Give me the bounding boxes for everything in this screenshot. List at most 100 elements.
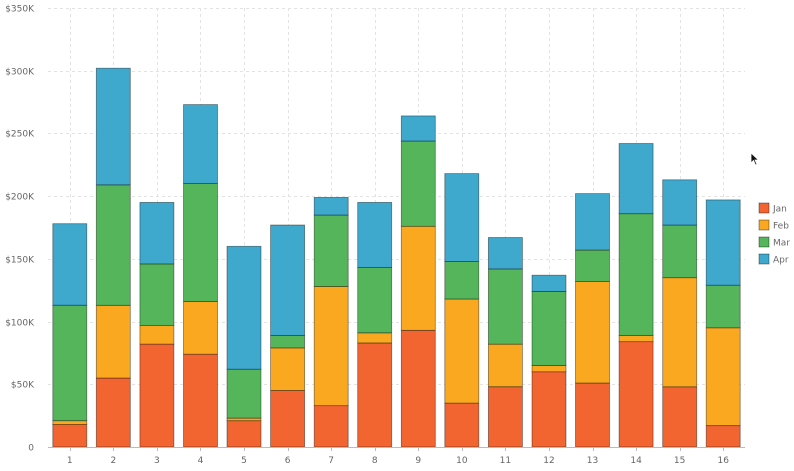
x-tick-label: 12: [543, 456, 554, 466]
bar-jan-15[interactable]: [662, 386, 698, 448]
bar-feb-14[interactable]: [618, 334, 654, 343]
bar-apr-1[interactable]: [52, 223, 88, 306]
bar-jan-13[interactable]: [575, 382, 610, 448]
bar-jan-10[interactable]: [444, 402, 480, 448]
x-tick-label: 13: [587, 456, 598, 466]
bar-mar-1[interactable]: [52, 304, 88, 422]
bar-jan-16[interactable]: [705, 425, 741, 448]
bar-jan-9[interactable]: [400, 329, 436, 448]
bar-feb-10[interactable]: [444, 298, 480, 404]
bar-feb-15[interactable]: [662, 277, 698, 388]
bar-jan-8[interactable]: [357, 342, 393, 448]
bar-apr-12[interactable]: [531, 274, 567, 292]
bar-jan-7[interactable]: [313, 405, 349, 448]
legend-swatch-feb[interactable]: [758, 219, 770, 231]
legend-label-mar[interactable]: Mar: [773, 239, 790, 249]
bar-apr-15[interactable]: [662, 179, 698, 226]
bar-mar-12[interactable]: [531, 291, 567, 366]
bar-apr-16[interactable]: [705, 199, 741, 286]
bar-feb-13[interactable]: [575, 280, 610, 384]
bar-apr-3[interactable]: [139, 201, 175, 265]
bar-mar-9[interactable]: [400, 140, 436, 227]
bar-mar-5[interactable]: [226, 368, 262, 419]
legend-swatch-mar[interactable]: [758, 236, 770, 248]
y-tick-label: $50K: [11, 381, 35, 391]
y-tick-label: $300K: [5, 68, 35, 78]
bar-mar-6[interactable]: [270, 334, 306, 349]
x-tick-label: 14: [630, 456, 642, 466]
bar-jan-3[interactable]: [139, 343, 175, 448]
bar-mar-2[interactable]: [95, 184, 131, 306]
bar-jan-6[interactable]: [270, 390, 306, 448]
bar-feb-12[interactable]: [531, 365, 567, 373]
x-tick-label: 1: [67, 456, 73, 466]
bar-mar-16[interactable]: [705, 284, 741, 329]
bar-mar-7[interactable]: [313, 214, 349, 287]
bar-feb-2[interactable]: [95, 304, 131, 379]
x-tick-label: 10: [456, 456, 468, 466]
y-tick-label: $350K: [5, 5, 35, 15]
bar-apr-8[interactable]: [357, 201, 393, 268]
bar-mar-3[interactable]: [139, 263, 175, 326]
bar-apr-14[interactable]: [618, 143, 654, 215]
bar-feb-1[interactable]: [52, 420, 88, 425]
bar-apr-4[interactable]: [183, 104, 218, 184]
bar-jan-11[interactable]: [487, 386, 523, 448]
bar-mar-4[interactable]: [183, 183, 218, 302]
legend-swatch-apr[interactable]: [758, 253, 770, 265]
bar-apr-6[interactable]: [270, 224, 306, 336]
bar-apr-2[interactable]: [95, 67, 131, 186]
bar-apr-11[interactable]: [487, 237, 523, 270]
bar-feb-7[interactable]: [313, 286, 349, 407]
mouse-cursor-icon: [750, 152, 760, 166]
legend-label-apr[interactable]: Apr: [773, 256, 789, 266]
bar-mar-13[interactable]: [575, 249, 610, 282]
x-tick-label: 6: [285, 456, 291, 466]
bar-jan-1[interactable]: [52, 423, 88, 448]
legend-label-jan[interactable]: Jan: [772, 205, 787, 215]
y-tick-label: $100K: [5, 319, 35, 329]
bar-apr-13[interactable]: [575, 193, 610, 251]
bar-mar-15[interactable]: [662, 224, 698, 279]
x-axis: 1 2 3 4 5 6 7 8 9 10 11 12 13 14 15 16: [48, 447, 745, 466]
legend-label-feb[interactable]: Feb: [773, 222, 789, 232]
legend: Jan Feb Mar Apr: [758, 202, 790, 266]
y-tick-label: $250K: [5, 130, 35, 140]
bar-jan-12[interactable]: [531, 371, 567, 448]
x-tick-label: 8: [372, 456, 378, 466]
x-tick-label: 2: [110, 456, 116, 466]
bar-jan-5[interactable]: [226, 420, 262, 448]
y-tick-label: $150K: [5, 256, 35, 266]
y-axis: 0 $50K $100K $150K $200K $250K $300K $350K: [5, 5, 35, 454]
y-tick-label: 0: [28, 444, 34, 454]
bar-feb-4[interactable]: [183, 301, 218, 355]
bar-mar-11[interactable]: [487, 268, 523, 345]
bar-mar-10[interactable]: [444, 260, 480, 300]
legend-swatch-jan[interactable]: [758, 202, 770, 214]
y-tick-label: $200K: [5, 193, 35, 203]
bar-feb-9[interactable]: [400, 225, 436, 331]
x-tick-label: 3: [154, 456, 160, 466]
bar-mar-14[interactable]: [618, 213, 654, 336]
bar-feb-6[interactable]: [270, 347, 306, 391]
x-tick-label: 9: [415, 456, 421, 466]
bar-apr-10[interactable]: [444, 173, 480, 262]
x-tick-label: 7: [328, 456, 334, 466]
x-tick-label: 11: [500, 456, 511, 466]
bar-jan-14[interactable]: [618, 341, 654, 448]
bar-feb-5[interactable]: [226, 417, 262, 422]
bar-jan-4[interactable]: [183, 353, 218, 448]
bar-apr-7[interactable]: [313, 196, 349, 216]
bar-feb-11[interactable]: [487, 343, 523, 388]
bar-apr-5[interactable]: [226, 245, 262, 370]
bars: [52, 67, 741, 448]
x-tick-label: 4: [198, 456, 204, 466]
bar-feb-8[interactable]: [357, 332, 393, 344]
bar-feb-3[interactable]: [139, 324, 175, 345]
bar-jan-2[interactable]: [95, 377, 131, 448]
x-tick-label: 5: [241, 456, 247, 466]
bar-mar-8[interactable]: [357, 267, 393, 334]
bar-feb-16[interactable]: [705, 327, 741, 426]
bar-apr-9[interactable]: [400, 115, 436, 142]
